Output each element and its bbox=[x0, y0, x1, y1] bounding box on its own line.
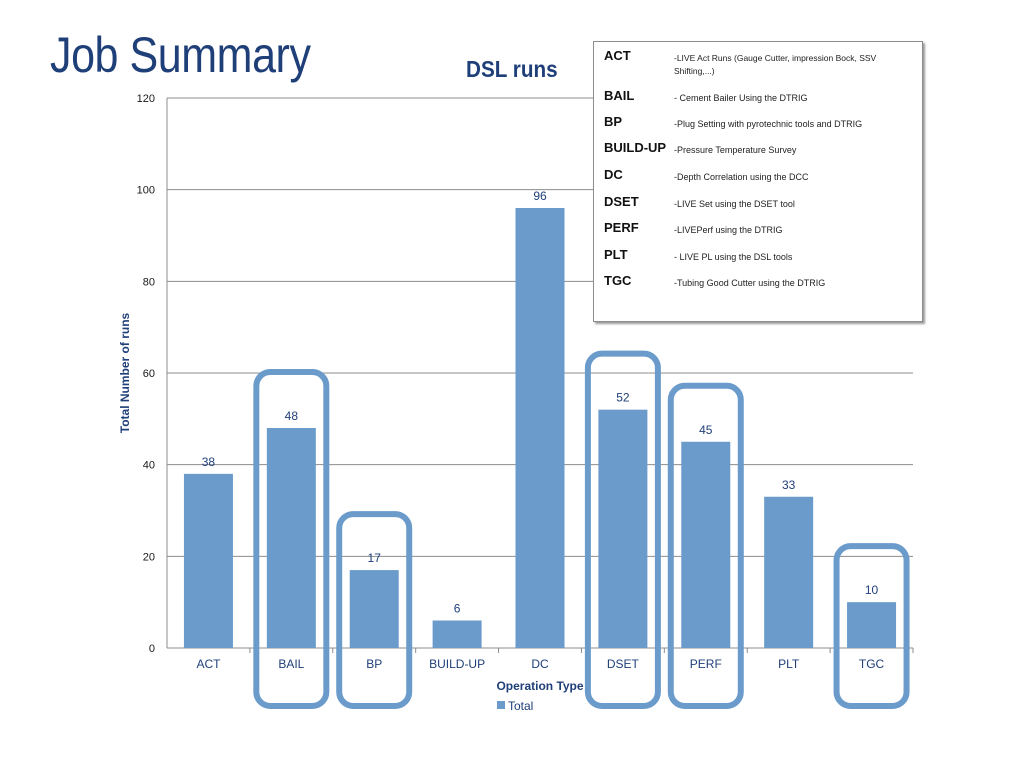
bar-act bbox=[183, 473, 233, 648]
highlight-outline-perf bbox=[667, 382, 744, 709]
data-label: 38 bbox=[202, 455, 216, 469]
bar-build-up bbox=[432, 620, 482, 648]
data-label: 10 bbox=[865, 583, 879, 597]
bar-tgc bbox=[847, 602, 897, 648]
highlight-outline-tgc bbox=[833, 543, 910, 710]
glossary-desc: - LIVE PL using the DSL tools bbox=[674, 252, 793, 262]
y-tick-label: 80 bbox=[143, 276, 155, 288]
x-tick-label: ACT bbox=[196, 657, 221, 671]
glossary-desc: -Plug Setting with pyrotechnic tools and… bbox=[674, 119, 863, 129]
glossary-desc: -LIVE Set using the DSET tool bbox=[674, 199, 795, 209]
bar-dc bbox=[515, 208, 565, 648]
x-tick-label: PERF bbox=[690, 657, 722, 671]
x-tick-label: BUILD-UP bbox=[429, 657, 485, 671]
highlight-outline-bp bbox=[336, 511, 413, 709]
y-axis-label: Total Number of runs bbox=[118, 312, 132, 433]
x-tick-label: TGC bbox=[859, 657, 885, 671]
glossary-desc: -Depth Correlation using the DCC bbox=[674, 172, 809, 182]
bar-bail bbox=[266, 428, 316, 648]
bar-plt bbox=[764, 496, 814, 648]
x-tick-label: PLT bbox=[778, 657, 800, 671]
y-tick-label: 40 bbox=[143, 460, 155, 472]
glossary-term: PLT bbox=[604, 247, 628, 262]
y-tick-label: 120 bbox=[137, 93, 155, 105]
x-tick-label: DSET bbox=[607, 657, 640, 671]
bar-dset bbox=[598, 409, 648, 648]
data-label: 96 bbox=[533, 189, 547, 203]
x-axis-label: Operation Type bbox=[496, 679, 583, 693]
x-tick-label: BAIL bbox=[278, 657, 304, 671]
y-tick-label: 0 bbox=[149, 643, 155, 655]
glossary-desc: -Pressure Temperature Survey bbox=[674, 145, 797, 155]
glossary-box: ACT -LIVE Act Runs (Gauge Cutter, impres… bbox=[593, 41, 923, 322]
y-tick-label: 20 bbox=[143, 551, 155, 563]
glossary-desc: - Cement Bailer Using the DTRIG bbox=[674, 93, 808, 103]
highlight-outline-dset bbox=[584, 350, 661, 709]
data-label: 33 bbox=[782, 478, 796, 492]
x-tick-label: DC bbox=[531, 657, 549, 671]
bar-perf bbox=[681, 441, 731, 648]
glossary-term: DSET bbox=[604, 194, 639, 209]
data-label: 6 bbox=[454, 602, 461, 616]
glossary-term: ACT bbox=[604, 48, 631, 63]
legend-swatch bbox=[497, 701, 505, 709]
bar-bp bbox=[349, 570, 399, 648]
y-tick-label: 60 bbox=[143, 368, 155, 380]
page-title: Job Summary bbox=[50, 27, 311, 83]
legend-label: Total bbox=[508, 699, 533, 713]
highlight-outline-bail bbox=[253, 369, 330, 709]
glossary-term: BAIL bbox=[604, 88, 635, 103]
data-label: 45 bbox=[699, 423, 713, 437]
glossary-term: TGC bbox=[604, 273, 632, 288]
glossary-desc: -Tubing Good Cutter using the DTRIG bbox=[674, 278, 826, 288]
glossary-term: PERF bbox=[604, 220, 639, 235]
y-tick-label: 100 bbox=[137, 185, 155, 197]
glossary-term: DC bbox=[604, 167, 623, 182]
data-label: 17 bbox=[368, 551, 382, 565]
glossary-desc: -LIVEPerf using the DTRIG bbox=[674, 225, 783, 235]
x-tick-label: BP bbox=[366, 657, 382, 671]
chart-title: DSL runs bbox=[466, 56, 558, 82]
glossary-term: BP bbox=[604, 114, 623, 129]
glossary-term: BUILD-UP bbox=[604, 140, 667, 155]
data-label: 48 bbox=[285, 409, 299, 423]
data-label: 52 bbox=[616, 391, 630, 405]
glossary-desc: -LIVE Act Runs (Gauge Cutter, impression… bbox=[674, 53, 877, 76]
